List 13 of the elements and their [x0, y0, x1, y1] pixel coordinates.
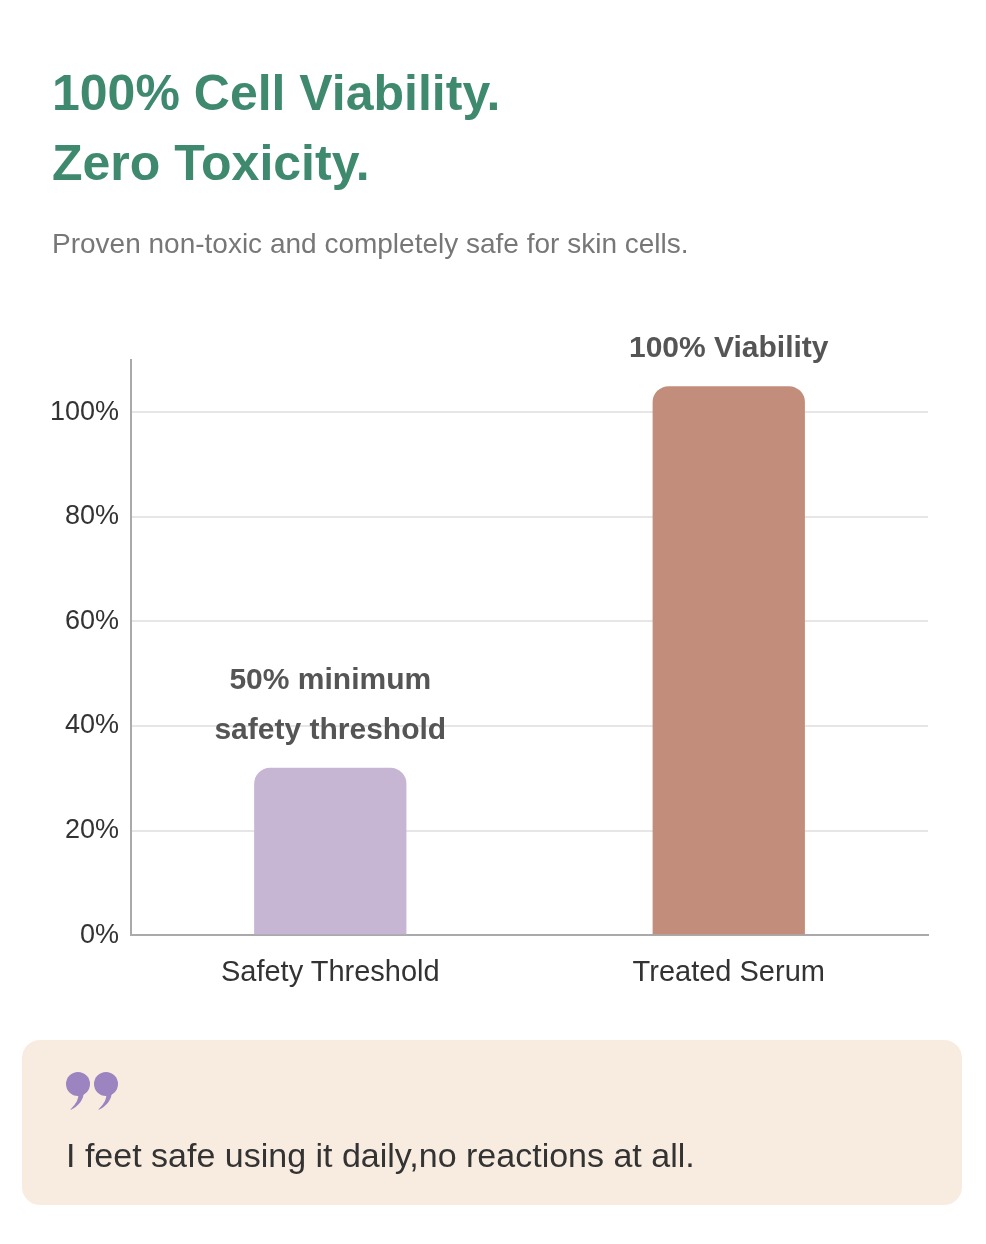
- y-tick-label: 80%: [65, 500, 120, 531]
- chart-subtitle: Proven non-toxic and completely safe for skin cells.: [52, 228, 690, 260]
- chart-title: 100% Cell Viability. Zero Toxicity.: [52, 64, 502, 193]
- annotation: 50% minimum safety threshold: [214, 662, 447, 746]
- y-tick-label: 60%: [65, 604, 120, 635]
- y-tick-label: 100%: [49, 395, 120, 426]
- y-tick-label: 0%: [80, 918, 120, 949]
- x-tick-label: Treated Serum: [632, 954, 825, 987]
- y-tick-label: 40%: [65, 709, 120, 740]
- y-tick-label: 20%: [65, 814, 120, 845]
- x-tick-label: Safety Threshold: [220, 954, 440, 987]
- annotation: 100% Viability: [628, 330, 829, 364]
- text: I feet safe using it daily,no reactions at all.: [66, 1136, 696, 1175]
